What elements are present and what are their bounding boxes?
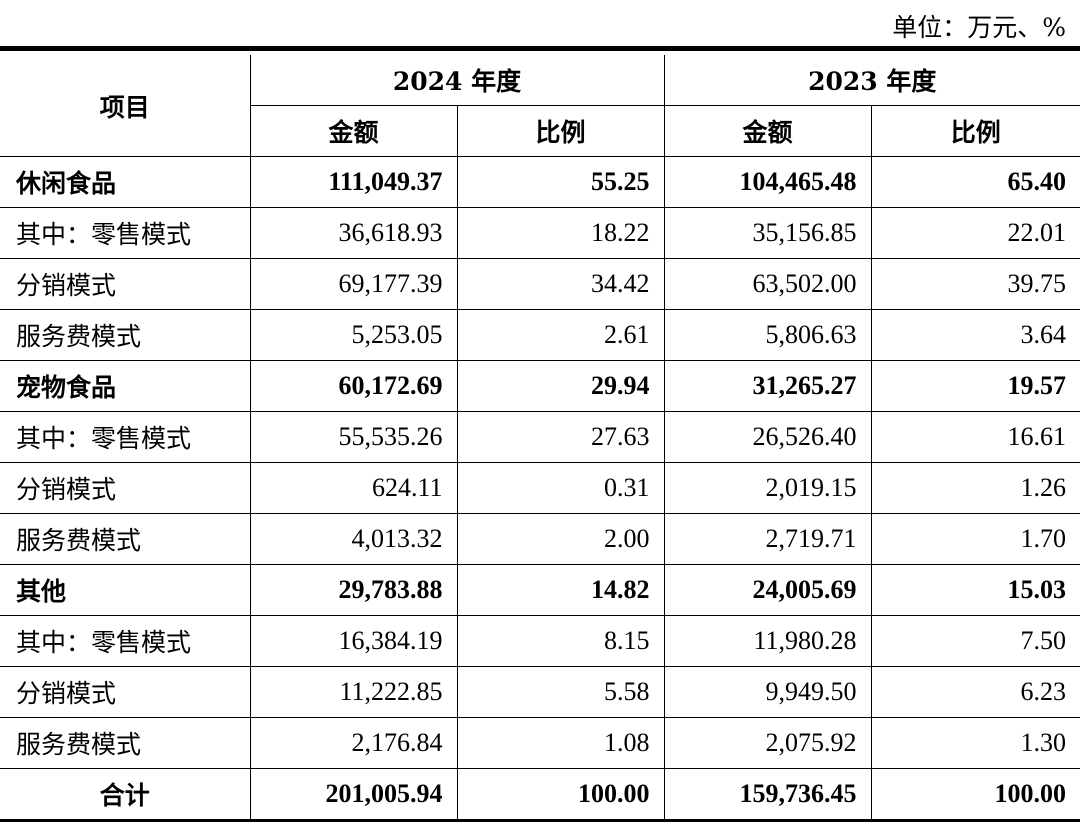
amount-2023-cell: 2,075.92 — [663, 717, 872, 769]
ratio-2024-cell: 27.63 — [456, 411, 665, 463]
row-label: 服务费模式 — [0, 513, 251, 565]
header-row-years: 项目 2024 年度 2023 年度 — [0, 55, 1080, 157]
ratio-2024-cell: 2.00 — [456, 513, 665, 565]
revenue-table: 项目 2024 年度 2023 年度 金额 比例 金额 比例 休闲食品 111,0… — [0, 55, 1080, 822]
unit-note: 单位：万元、% — [892, 13, 1066, 42]
amount-2024-cell: 2,176.84 — [249, 717, 458, 769]
table-row: 其中：零售模式 55,535.26 27.63 26,526.40 16.61 — [0, 411, 1080, 463]
ratio-2023-cell: 1.26 — [870, 462, 1080, 514]
row-label: 服务费模式 — [0, 717, 251, 769]
amount-2024-cell: 5,253.05 — [249, 309, 458, 361]
table-row: 其中：零售模式 16,384.19 8.15 11,980.28 7.50 — [0, 615, 1080, 667]
ratio-2024-cell: 55.25 — [456, 156, 665, 208]
amount-2024-cell: 55,535.26 — [249, 411, 458, 463]
ratio-2024-cell: 8.15 — [456, 615, 665, 667]
total-amount-2024: 201,005.94 — [249, 768, 458, 822]
ratio-2024-cell: 5.58 — [456, 666, 665, 718]
ratio-2024-cell: 2.61 — [456, 309, 665, 361]
row-label: 分销模式 — [0, 462, 251, 514]
row-label: 其他 — [0, 564, 251, 616]
amount-2023-cell: 24,005.69 — [663, 564, 872, 616]
ratio-2024-cell: 14.82 — [456, 564, 665, 616]
ratio-2023-cell: 7.50 — [870, 615, 1080, 667]
amount-2023-cell: 35,156.85 — [663, 207, 872, 259]
ratio-2023-cell: 19.57 — [870, 360, 1080, 412]
table-row: 服务费模式 2,176.84 1.08 2,075.92 1.30 — [0, 717, 1080, 769]
amount-2023-cell: 2,019.15 — [663, 462, 872, 514]
table-row: 服务费模式 5,253.05 2.61 5,806.63 3.64 — [0, 309, 1080, 361]
amount-2024-cell: 69,177.39 — [249, 258, 458, 310]
row-label: 其中：零售模式 — [0, 411, 251, 463]
ratio-2023-cell: 65.40 — [870, 156, 1080, 208]
amount-2023-cell: 63,502.00 — [663, 258, 872, 310]
amount-2024-cell: 16,384.19 — [249, 615, 458, 667]
ratio-2023-cell: 16.61 — [870, 411, 1080, 463]
ratio-2024-cell: 34.42 — [456, 258, 665, 310]
amount-2023-cell: 11,980.28 — [663, 615, 872, 667]
amount-2023-cell: 5,806.63 — [663, 309, 872, 361]
ratio-2024-cell: 0.31 — [456, 462, 665, 514]
ratio-2024-cell: 1.08 — [456, 717, 665, 769]
table-row: 其中：零售模式 36,618.93 18.22 35,156.85 22.01 — [0, 207, 1080, 259]
total-ratio-2023: 100.00 — [870, 768, 1080, 822]
table-row: 分销模式 69,177.39 34.42 63,502.00 39.75 — [0, 258, 1080, 310]
header-year-2023: 2023 年度 — [663, 55, 1080, 106]
row-label: 分销模式 — [0, 258, 251, 310]
header-item: 项目 — [0, 55, 251, 157]
total-ratio-2024: 100.00 — [456, 768, 665, 822]
table-row: 宠物食品 60,172.69 29.94 31,265.27 19.57 — [0, 360, 1080, 412]
row-label: 其中：零售模式 — [0, 615, 251, 667]
ratio-2023-cell: 15.03 — [870, 564, 1080, 616]
amount-2024-cell: 36,618.93 — [249, 207, 458, 259]
table-row: 分销模式 11,222.85 5.58 9,949.50 6.23 — [0, 666, 1080, 718]
amount-2023-cell: 31,265.27 — [663, 360, 872, 412]
table-row: 服务费模式 4,013.32 2.00 2,719.71 1.70 — [0, 513, 1080, 565]
header-ratio-2023: 比例 — [870, 105, 1080, 157]
amount-2024-cell: 4,013.32 — [249, 513, 458, 565]
ratio-2023-cell: 6.23 — [870, 666, 1080, 718]
total-label: 合计 — [0, 768, 251, 822]
amount-2024-cell: 111,049.37 — [249, 156, 458, 208]
ratio-2024-cell: 29.94 — [456, 360, 665, 412]
ratio-2023-cell: 22.01 — [870, 207, 1080, 259]
row-label: 分销模式 — [0, 666, 251, 718]
header-year-2024: 2024 年度 — [249, 55, 665, 106]
amount-2023-cell: 9,949.50 — [663, 666, 872, 718]
ratio-2023-cell: 1.70 — [870, 513, 1080, 565]
table-row: 休闲食品 111,049.37 55.25 104,465.48 65.40 — [0, 156, 1080, 208]
header-amount-2023: 金额 — [663, 105, 872, 157]
ratio-2023-cell: 39.75 — [870, 258, 1080, 310]
amount-2024-cell: 60,172.69 — [249, 360, 458, 412]
row-label: 服务费模式 — [0, 309, 251, 361]
header-row-columns: 金额 比例 金额 比例 — [0, 105, 1080, 157]
table-top-rule — [0, 46, 1080, 51]
total-row: 合计 201,005.94 100.00 159,736.45 100.00 — [0, 768, 1080, 822]
ratio-2023-cell: 3.64 — [870, 309, 1080, 361]
ratio-2023-cell: 1.30 — [870, 717, 1080, 769]
amount-2024-cell: 11,222.85 — [249, 666, 458, 718]
table-row: 分销模式 624.11 0.31 2,019.15 1.26 — [0, 462, 1080, 514]
table-row: 其他 29,783.88 14.82 24,005.69 15.03 — [0, 564, 1080, 616]
amount-2023-cell: 2,719.71 — [663, 513, 872, 565]
header-amount-2024: 金额 — [250, 105, 458, 157]
row-label: 休闲食品 — [0, 156, 251, 208]
row-label: 宠物食品 — [0, 360, 251, 412]
amount-2023-cell: 26,526.40 — [663, 411, 872, 463]
amount-2024-cell: 29,783.88 — [249, 564, 458, 616]
amount-2024-cell: 624.11 — [249, 462, 458, 514]
row-label: 其中：零售模式 — [0, 207, 251, 259]
amount-2023-cell: 104,465.48 — [663, 156, 872, 208]
ratio-2024-cell: 18.22 — [456, 207, 665, 259]
total-amount-2023: 159,736.45 — [663, 768, 872, 822]
header-ratio-2024: 比例 — [456, 105, 665, 157]
